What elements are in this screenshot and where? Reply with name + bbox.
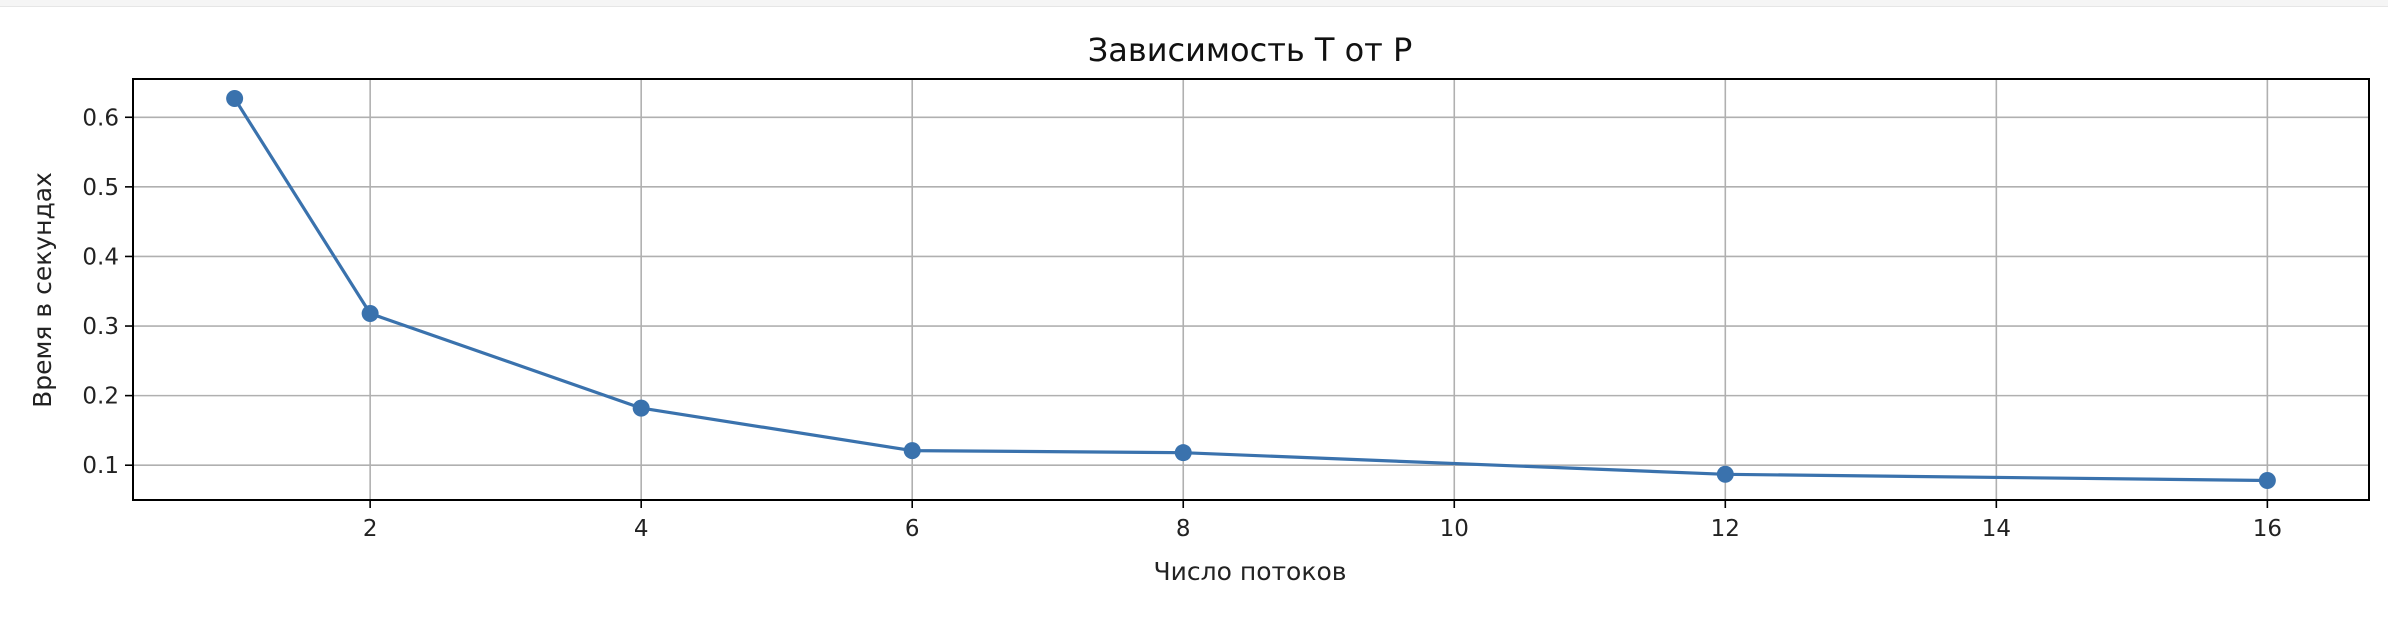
y-tick-label: 0.5 [82, 175, 119, 201]
chart-title: Зависимость T от P [1088, 31, 1413, 69]
y-axis-ticks: 0.1 0.2 0.3 0.4 0.5 0.6 [82, 105, 133, 479]
plot-frame [132, 78, 2370, 501]
x-tick-label: 6 [905, 516, 920, 542]
x-tick-label: 14 [1982, 516, 2011, 542]
y-tick-label: 0.6 [82, 105, 119, 131]
grid-lines [133, 79, 2369, 500]
data-point [2258, 472, 2276, 490]
data-point [1174, 444, 1192, 462]
x-tick-label: 16 [2253, 516, 2282, 542]
x-axis-ticks: 2 4 6 8 10 12 14 16 [363, 500, 2282, 542]
data-point [903, 442, 921, 460]
x-tick-label: 2 [363, 516, 378, 542]
series-layer [226, 89, 2276, 490]
y-tick-label: 0.4 [82, 244, 119, 270]
y-axis-title: Время в секундах [28, 172, 57, 408]
x-tick-label: 12 [1711, 516, 1740, 542]
data-point [632, 399, 650, 417]
x-tick-label: 10 [1440, 516, 1469, 542]
data-point [226, 89, 244, 107]
data-point [1716, 465, 1734, 483]
window-top-strip [0, 0, 2388, 7]
series-line [233, 97, 2268, 483]
x-axis-title: Число потоков [1154, 557, 1347, 586]
y-tick-label: 0.3 [82, 314, 119, 340]
x-tick-label: 4 [634, 516, 649, 542]
y-tick-label: 0.1 [82, 453, 119, 479]
data-point [361, 305, 379, 323]
y-tick-label: 0.2 [82, 384, 119, 410]
x-tick-label: 8 [1176, 516, 1191, 542]
